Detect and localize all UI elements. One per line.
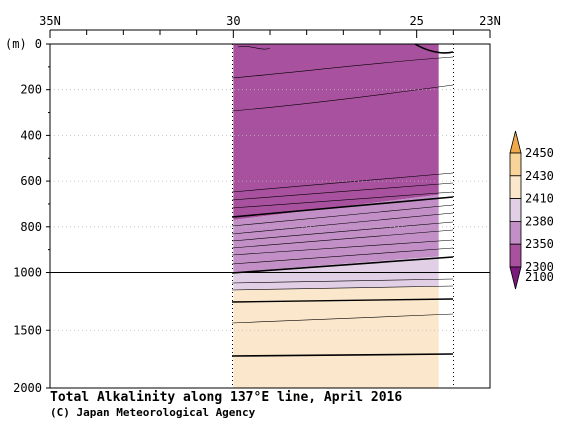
y-tick-label: 200 [20,83,42,97]
grid-lines [50,89,490,331]
contour-line [231,56,454,79]
contour-line [231,256,454,274]
plot-area [49,43,491,389]
colorbar-label: 2450 [525,146,554,160]
colorbar-segment [509,152,522,177]
y-tick-label: 800 [20,220,42,234]
y-unit-label: (m) [5,37,27,51]
contour-line [231,278,454,284]
contour-line [231,298,454,303]
alkalinity-band [233,44,439,220]
contour-line [231,229,454,249]
contour-line [231,204,454,227]
colorbar-label: 2380 [525,214,554,228]
contour-line [231,353,454,357]
colorbar-segment [509,243,522,268]
y-axis-labels: 0 200 400 600 800 1000 1500 2000 [13,37,42,395]
x-axis-ticks [49,30,491,38]
contour-line [231,239,454,256]
station-markers [232,44,454,388]
y-axis: (m) 0 200 400 600 800 1000 1500 2000 [5,37,50,395]
colorbar-label: 2100 [525,270,554,284]
contour-line [231,221,454,242]
colorbar-bottom-arrow [509,266,522,290]
colorbar-label: 2410 [525,192,554,206]
contour-line [231,191,454,209]
contour-line [237,46,271,50]
alkalinity-band [233,194,439,273]
contour-line [231,313,454,324]
y-axis-ticks [46,43,50,389]
colorbar-segment [509,220,522,245]
x-tick-label: 23N [479,14,501,28]
colorbar-label: 2350 [525,237,554,251]
credit-line: (C) Japan Meteorological Agency [50,406,256,419]
x-tick-label: 35N [39,14,61,28]
x-axis-top: 35N 30 25 23N [39,14,501,38]
y-tick-label: 0 [35,37,42,51]
y-tick-label: 1500 [13,323,42,337]
contour-line [231,285,454,291]
contour-line [231,212,454,235]
alkalinity-band [233,256,439,290]
y-tick-label: 600 [20,174,42,188]
x-axis-labels: 35N 30 25 23N [39,14,501,28]
alkalinity-band [233,286,439,388]
chart-title: Total Alkalinity along 137°E line, April… [50,390,403,405]
contour-line [414,43,454,54]
colorbar-label: 2300 [525,260,554,274]
y-tick-label: 1000 [13,266,42,280]
y-tick-label: 400 [20,128,42,142]
contour-line [231,172,454,193]
alkalinity-bands [233,44,439,388]
colorbar-top-arrow [509,130,522,154]
y-tick-label: 2000 [13,381,42,395]
contour-line [231,196,454,218]
colorbar-segment [509,175,522,200]
plot-frame [49,43,491,389]
contour-line [231,182,454,201]
colorbar-segment [509,198,522,222]
contour-line [231,247,454,265]
contour-lines [231,43,454,357]
colorbar-label: 2430 [525,169,554,183]
contour-line [231,84,454,112]
x-tick-label: 30 [226,14,240,28]
x-tick-label: 25 [409,14,423,28]
